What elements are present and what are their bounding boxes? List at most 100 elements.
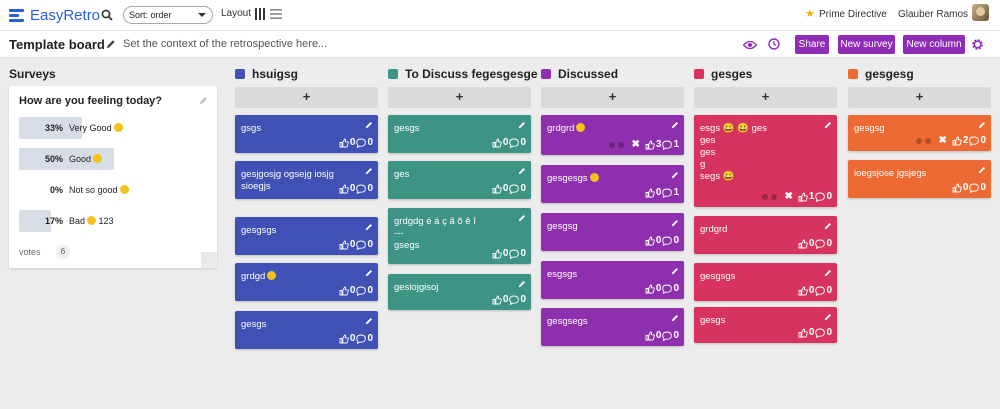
comment-icon[interactable] <box>662 140 673 150</box>
edit-card-icon[interactable] <box>671 171 679 179</box>
comment-icon[interactable] <box>509 138 520 148</box>
prime-directive-link[interactable]: Prime Directive <box>819 9 887 20</box>
retro-card[interactable]: ges 0 0 <box>388 161 531 199</box>
retro-card[interactable]: gesgs 0 0 <box>235 311 378 349</box>
retro-card[interactable]: gesiojgisoj 0 0 <box>388 274 531 310</box>
thumbs-up-icon[interactable] <box>952 183 962 193</box>
survey-option[interactable]: 0% Not so good <box>19 179 209 201</box>
comment-icon[interactable] <box>969 183 980 193</box>
edit-card-icon[interactable] <box>978 121 986 129</box>
thumbs-up-icon[interactable] <box>339 240 349 250</box>
thumbs-up-icon[interactable] <box>952 136 962 146</box>
comment-icon[interactable] <box>356 286 367 296</box>
retro-card[interactable]: gesgsegs 0 0 <box>541 308 684 346</box>
thumbs-up-icon[interactable] <box>339 138 349 148</box>
retro-card[interactable]: grdgdg é á ç ã õ ê î --- gsegs 0 0 <box>388 208 531 264</box>
remove-icon[interactable]: ✖ <box>631 139 640 150</box>
edit-card-icon[interactable] <box>978 166 986 174</box>
thumbs-up-icon[interactable] <box>339 184 349 194</box>
comment-icon[interactable] <box>356 240 367 250</box>
edit-card-icon[interactable] <box>671 267 679 275</box>
edit-card-icon[interactable] <box>365 269 373 277</box>
edit-card-icon[interactable] <box>365 223 373 231</box>
edit-card-icon[interactable] <box>518 214 526 222</box>
retro-card[interactable]: esgsgs 0 0 <box>541 261 684 299</box>
comment-icon[interactable] <box>509 249 520 259</box>
edit-card-icon[interactable] <box>365 167 373 175</box>
comment-icon[interactable] <box>356 138 367 148</box>
retro-card[interactable]: gesgsgs 0 0 <box>694 263 837 301</box>
thumbs-up-icon[interactable] <box>339 286 349 296</box>
retro-card[interactable]: grdgrd 0 0 <box>694 216 837 254</box>
edit-card-icon[interactable] <box>518 121 526 129</box>
retro-card[interactable]: gesgesgs 0 1 <box>541 165 684 203</box>
add-card-button[interactable]: + <box>848 87 991 108</box>
clock-icon[interactable] <box>768 38 780 50</box>
comment-icon[interactable] <box>969 136 980 146</box>
comment-icon[interactable] <box>815 192 826 202</box>
edit-card-icon[interactable] <box>824 269 832 277</box>
thumbs-up-icon[interactable] <box>492 295 502 305</box>
comment-icon[interactable] <box>815 286 826 296</box>
add-card-button[interactable]: + <box>694 87 837 108</box>
logo[interactable]: EasyRetro <box>9 7 100 24</box>
retro-card[interactable]: gesgs 0 0 <box>388 115 531 153</box>
reaction-dot[interactable] <box>618 142 625 148</box>
retro-card[interactable]: gsgs 0 0 <box>235 115 378 153</box>
edit-card-icon[interactable] <box>824 313 832 321</box>
thumbs-up-icon[interactable] <box>492 184 502 194</box>
thumbs-up-icon[interactable] <box>645 284 655 294</box>
thumbs-up-icon[interactable] <box>798 192 808 202</box>
edit-card-icon[interactable] <box>824 222 832 230</box>
thumbs-up-icon[interactable] <box>339 334 349 344</box>
survey-option[interactable]: 33% Very Good <box>19 117 209 139</box>
survey-option[interactable]: 17% Bad 123 <box>19 210 209 232</box>
thumbs-up-icon[interactable] <box>492 138 502 148</box>
eye-icon[interactable] <box>743 40 757 50</box>
add-card-button[interactable]: + <box>388 87 531 108</box>
thumbs-up-icon[interactable] <box>645 140 655 150</box>
retro-card[interactable]: gesgsg 0 0 <box>541 213 684 251</box>
remove-icon[interactable]: ✖ <box>784 191 793 202</box>
gear-icon[interactable] <box>971 38 984 51</box>
edit-card-icon[interactable] <box>518 280 526 288</box>
thumbs-up-icon[interactable] <box>492 249 502 259</box>
survey-option[interactable]: 50% Good <box>19 148 209 170</box>
remove-icon[interactable]: ✖ <box>938 135 947 146</box>
edit-card-icon[interactable] <box>671 314 679 322</box>
comment-icon[interactable] <box>662 284 673 294</box>
thumbs-up-icon[interactable] <box>798 239 808 249</box>
new-column-button[interactable]: New column <box>903 35 965 54</box>
add-card-button[interactable]: + <box>541 87 684 108</box>
reaction-dot[interactable] <box>762 194 769 200</box>
edit-title-icon[interactable] <box>106 39 116 49</box>
comment-icon[interactable] <box>662 188 673 198</box>
sort-select[interactable]: Sort: order <box>123 6 213 24</box>
comment-icon[interactable] <box>356 334 367 344</box>
search-icon[interactable] <box>101 9 113 21</box>
comment-icon[interactable] <box>662 236 673 246</box>
edit-card-icon[interactable] <box>365 317 373 325</box>
retro-card[interactable]: gesgs 0 0 <box>694 307 837 343</box>
board-context[interactable]: Set the context of the retrospective her… <box>123 38 328 50</box>
comment-icon[interactable] <box>356 184 367 194</box>
thumbs-up-icon[interactable] <box>798 286 808 296</box>
comment-icon[interactable] <box>815 239 826 249</box>
user-name[interactable]: Glauber Ramos <box>898 9 969 20</box>
edit-card-icon[interactable] <box>671 121 679 129</box>
retro-card[interactable]: gesgsgs 0 0 <box>235 217 378 255</box>
comment-icon[interactable] <box>509 295 520 305</box>
thumbs-up-icon[interactable] <box>645 331 655 341</box>
edit-survey-icon[interactable] <box>199 96 208 105</box>
thumbs-up-icon[interactable] <box>798 328 808 338</box>
reaction-dot[interactable] <box>771 194 778 200</box>
new-survey-button[interactable]: New survey <box>838 35 895 54</box>
thumbs-up-icon[interactable] <box>645 236 655 246</box>
edit-card-icon[interactable] <box>365 121 373 129</box>
edit-card-icon[interactable] <box>518 167 526 175</box>
edit-card-icon[interactable] <box>671 219 679 227</box>
thumbs-up-icon[interactable] <box>645 188 655 198</box>
reaction-dot[interactable] <box>609 142 616 148</box>
avatar[interactable] <box>972 4 989 21</box>
rows-layout-icon[interactable] <box>270 8 282 20</box>
